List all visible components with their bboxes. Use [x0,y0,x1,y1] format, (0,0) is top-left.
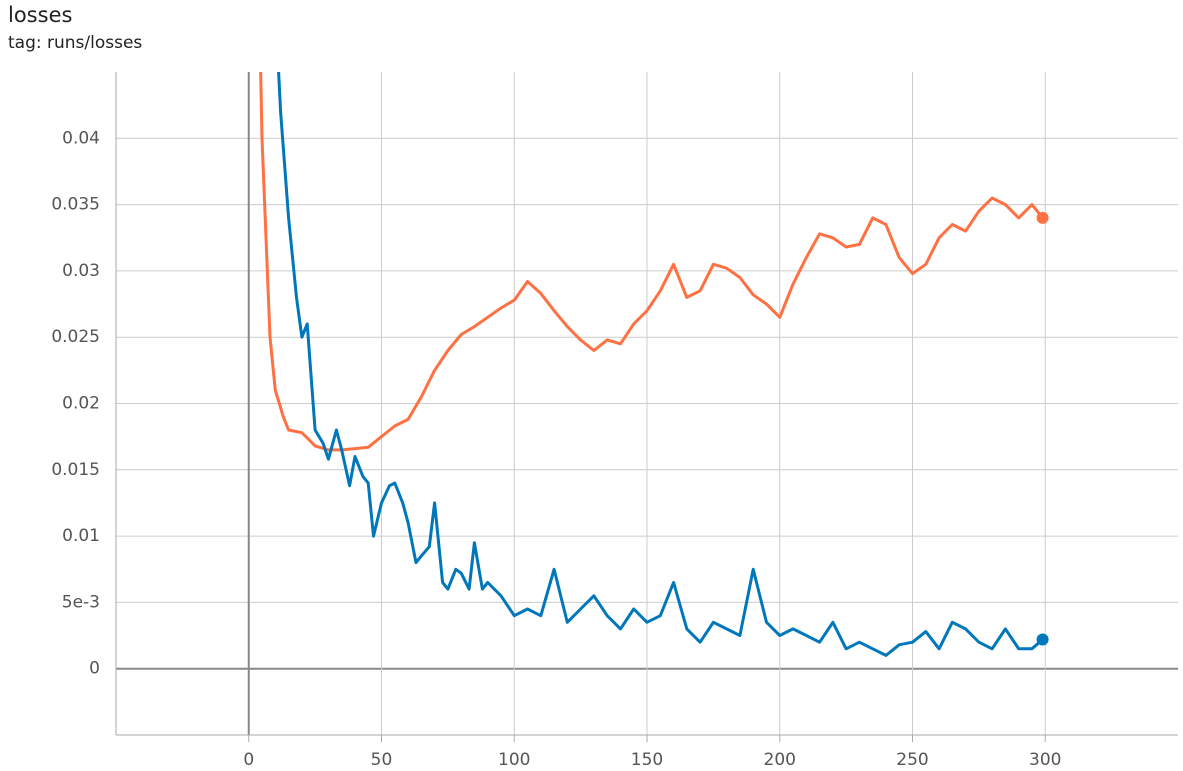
x-tick-label: 50 [371,750,393,770]
x-tick-label: 200 [764,750,796,770]
y-tick-label: 0.03 [62,261,100,281]
y-tick-label: 0.01 [62,526,100,546]
y-tick-label: 0.04 [62,128,100,148]
x-tick-label: 150 [631,750,663,770]
chart-title: losses [8,3,72,27]
x-tick-label: 0 [243,750,254,770]
series-line [277,72,1044,657]
y-tick-label: 0.025 [51,327,100,347]
y-tick-label: 0.02 [62,394,100,414]
grid: 0 5e-3 0.01 0.015 0.02 0.025 0.03 0.035 0.04 0 50 1… [51,72,1178,770]
x-tick-label: 300 [1029,750,1061,770]
plot-area [259,72,1049,657]
series-line [259,72,1044,452]
y-tick-label: 5e-3 [62,592,100,612]
chart-subtitle: tag: runs/losses [8,33,142,53]
x-tick-label: 250 [896,750,928,770]
end-point [1036,633,1049,646]
end-point [1036,211,1049,224]
y-tick-label: 0.015 [51,460,100,480]
y-tick-label: 0.035 [51,195,100,215]
x-tick-label: 100 [498,750,530,770]
y-tick-label: 0 [89,659,100,679]
